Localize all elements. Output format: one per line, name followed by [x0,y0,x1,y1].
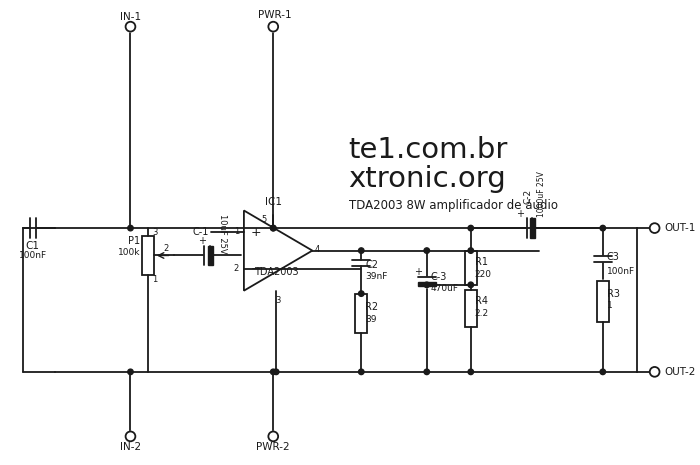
Circle shape [358,248,364,253]
Circle shape [468,282,473,287]
Text: 2: 2 [164,244,169,253]
Text: 100nF: 100nF [19,251,47,260]
Text: xtronic.org: xtronic.org [349,165,506,193]
Text: R4: R4 [475,297,488,306]
Text: 39: 39 [365,314,377,324]
Circle shape [424,369,430,375]
Circle shape [358,291,364,296]
Bar [208,246,213,265]
Bar [597,281,609,322]
Text: 1000uF 25V: 1000uF 25V [537,171,546,217]
Text: C-2: C-2 [523,189,532,205]
Text: PWR-2: PWR-2 [256,442,290,452]
Circle shape [268,22,278,32]
Circle shape [600,369,606,375]
Circle shape [468,369,473,375]
Text: +: + [414,267,422,277]
Bar [531,219,536,238]
Circle shape [270,369,276,375]
Text: C1: C1 [26,241,40,251]
Text: 100k: 100k [118,248,140,257]
Circle shape [468,248,473,253]
Text: 4: 4 [314,245,320,254]
Bar [465,290,477,327]
Text: R2: R2 [365,302,378,312]
Circle shape [424,282,430,287]
Text: +: + [198,236,206,246]
Circle shape [270,226,276,231]
Text: OUT-1: OUT-1 [664,223,696,233]
Circle shape [270,226,276,231]
Circle shape [650,223,659,233]
Text: IN-2: IN-2 [120,442,141,452]
Text: 5: 5 [262,215,267,225]
Bar [465,251,477,285]
Text: 10uF 25V: 10uF 25V [218,214,227,254]
Circle shape [274,369,279,375]
Text: 1: 1 [234,226,239,236]
Circle shape [650,367,659,377]
Circle shape [268,432,278,441]
Text: 2.2: 2.2 [475,309,489,318]
Text: P1: P1 [128,236,140,246]
Text: C-3: C-3 [430,272,447,282]
Circle shape [127,226,133,231]
Text: OUT-2: OUT-2 [664,367,696,377]
Text: R1: R1 [475,257,488,267]
Text: IC1: IC1 [265,197,282,207]
Text: C2: C2 [365,260,378,270]
Circle shape [127,369,133,375]
Text: 2: 2 [234,264,239,272]
Text: +: + [251,226,261,239]
Text: 3: 3 [275,296,281,305]
Circle shape [358,369,364,375]
Text: te1.com.br: te1.com.br [349,136,508,164]
Circle shape [424,248,430,253]
Circle shape [125,432,135,441]
Text: PWR-1: PWR-1 [258,10,292,20]
Bar [356,293,367,333]
Text: TDA2003 8W amplificador de áudio: TDA2003 8W amplificador de áudio [349,199,557,212]
Text: IN-1: IN-1 [120,12,141,22]
Bar [142,236,154,275]
Text: 1: 1 [607,301,612,310]
Circle shape [468,226,473,231]
Text: C-1: C-1 [193,227,209,237]
Text: TDA2003: TDA2003 [253,267,298,277]
Circle shape [600,226,606,231]
Text: 100nF: 100nF [607,266,635,276]
Bar [418,282,435,286]
Text: 470uF: 470uF [430,284,458,293]
Text: 3: 3 [152,227,158,237]
Text: 1: 1 [152,275,158,285]
Text: 39nF: 39nF [365,272,388,280]
Text: R3: R3 [607,289,620,299]
Text: 220: 220 [475,270,491,279]
Text: +: + [516,209,524,219]
Text: −: − [251,263,261,276]
Text: C3: C3 [607,252,620,262]
Circle shape [125,22,135,32]
